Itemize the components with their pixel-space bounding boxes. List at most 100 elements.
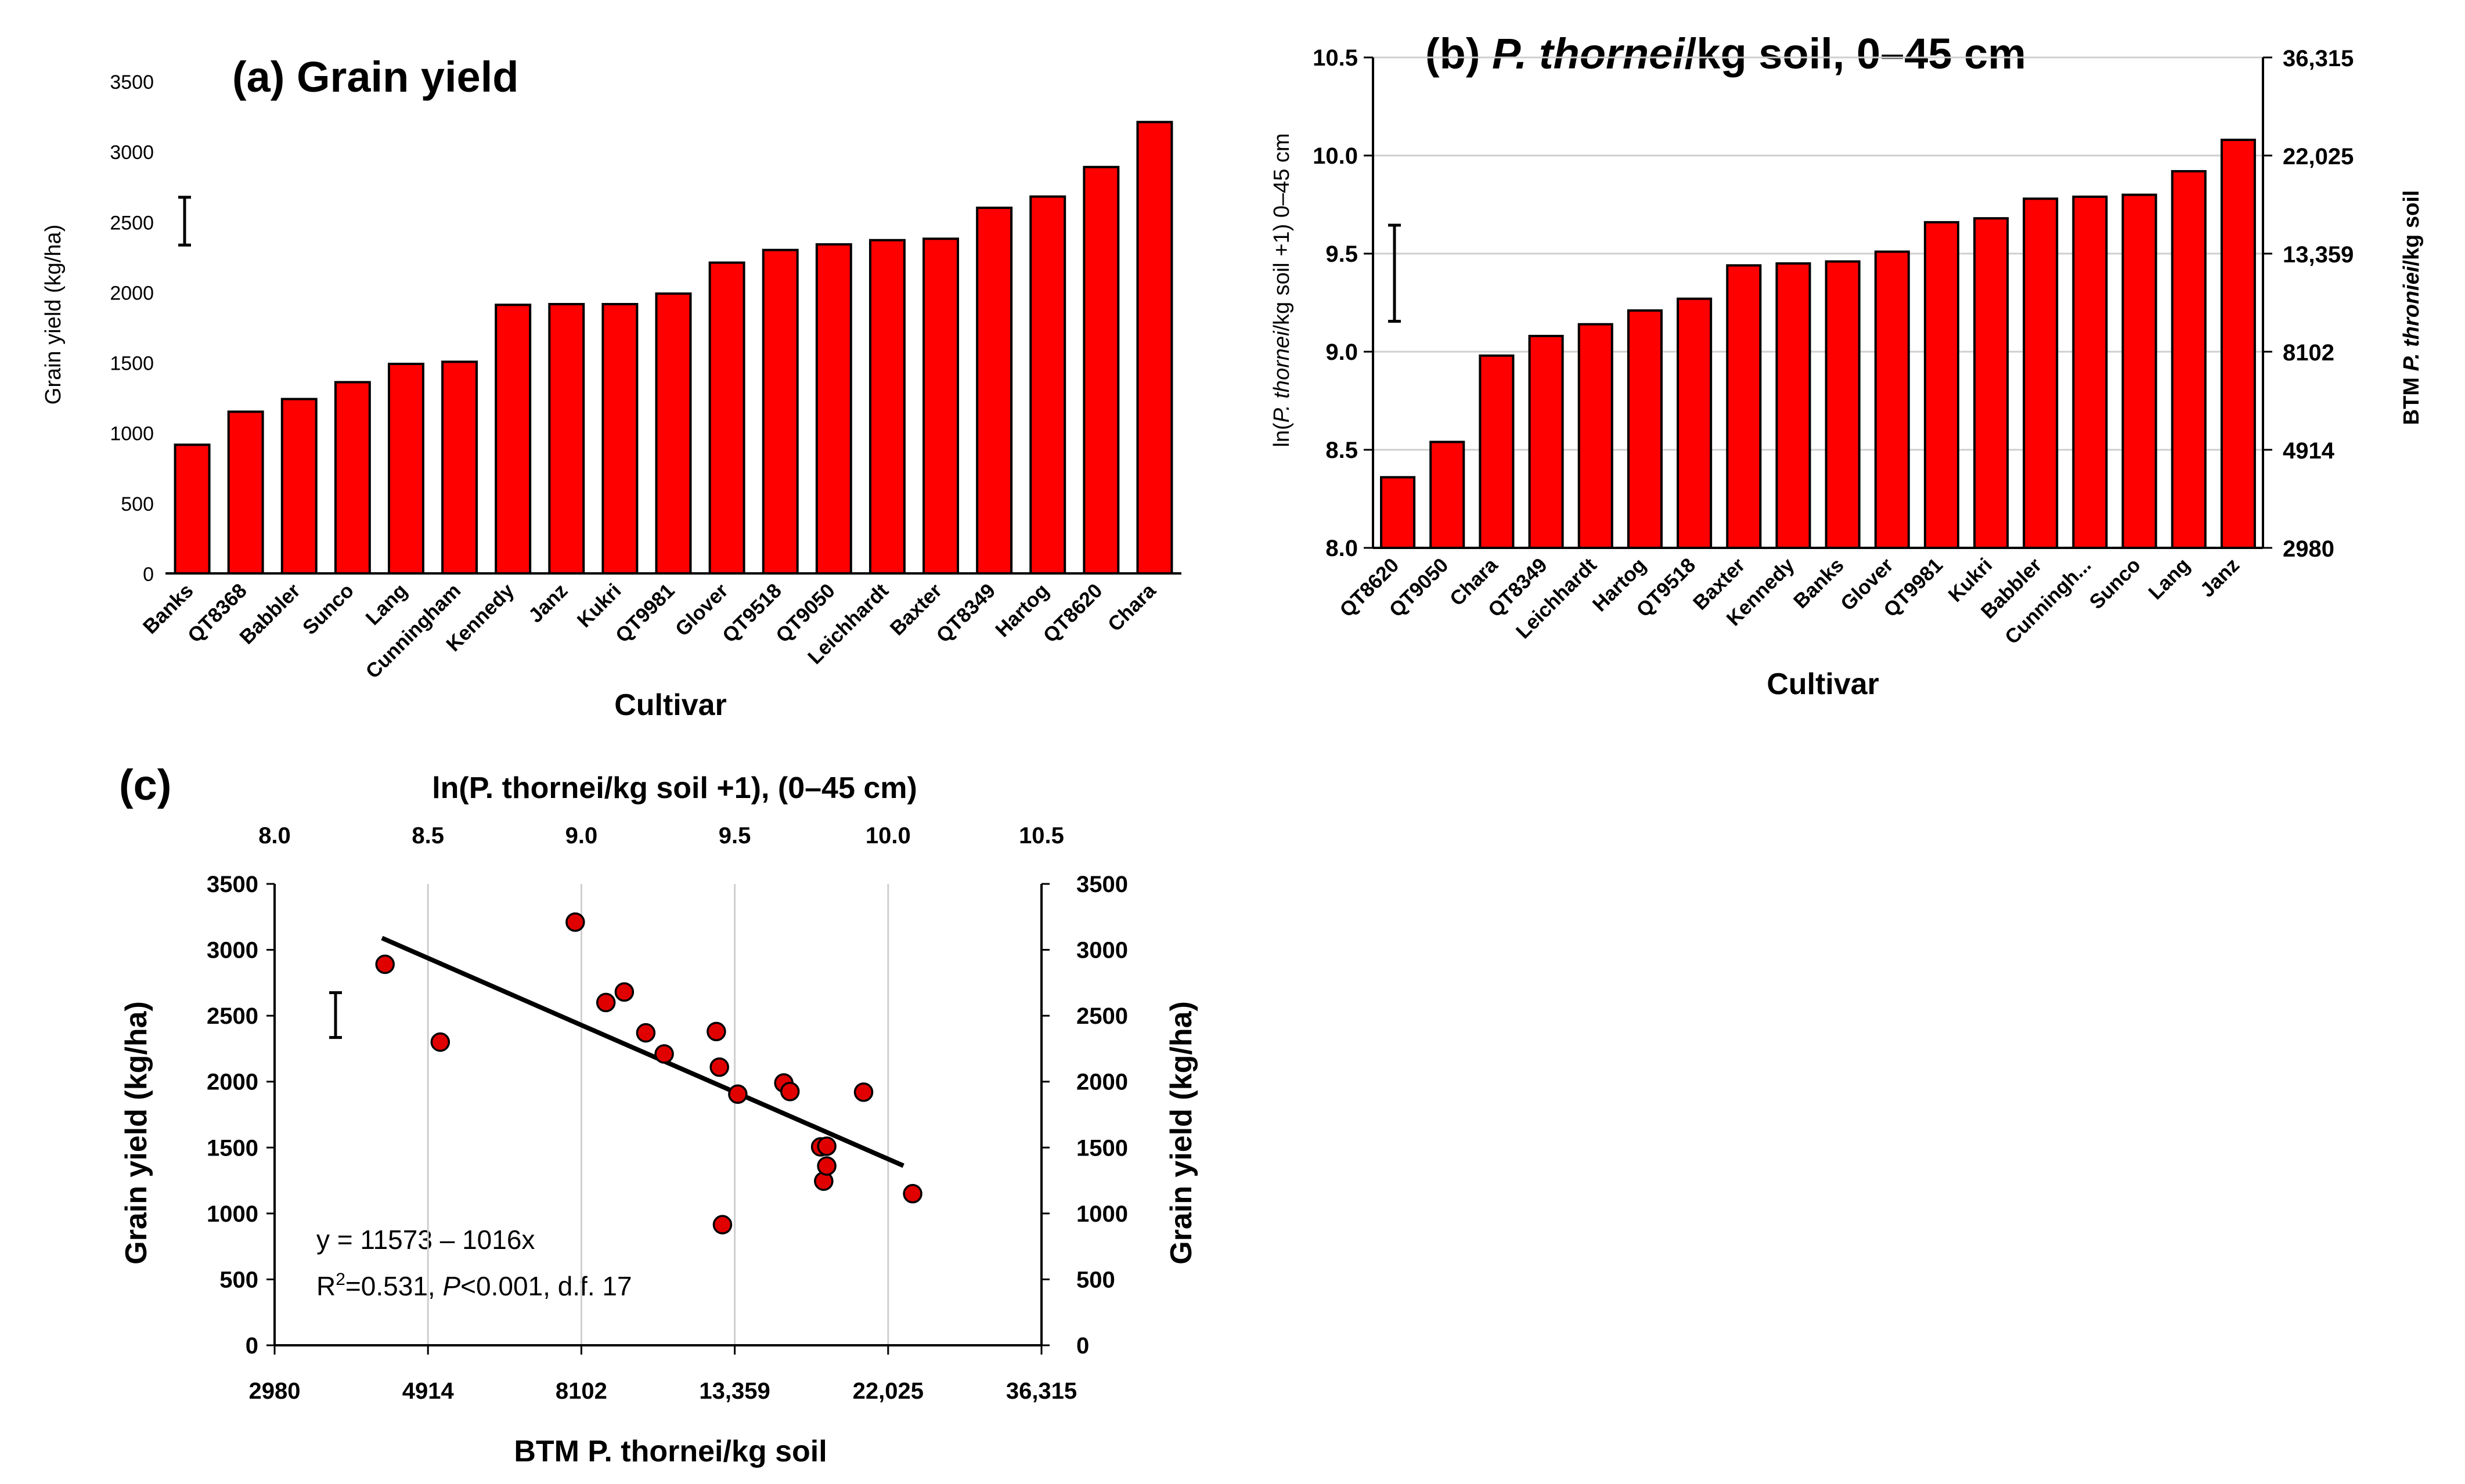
panel-c-y-tick: 1000 <box>207 1201 258 1227</box>
panel-a-category-label: QT8349 <box>932 579 1000 647</box>
panel-c-data-point <box>375 954 395 974</box>
regression-stats: R2=0.531, P<0.001, d.f. 17 <box>316 1270 632 1301</box>
panel-c-y-tick: 3500 <box>207 872 258 897</box>
regression-equation: y = 11573 – 1016x <box>316 1225 535 1255</box>
panel-b-bar <box>1577 323 1613 549</box>
panel-b-category-label: Sunco <box>2085 554 2145 613</box>
panel-a-title: (a) Grain yield <box>232 53 518 101</box>
panel-a-bar <box>1029 195 1066 575</box>
panel-a-bar <box>815 243 852 575</box>
panel-a-y-tick: 3000 <box>110 142 154 164</box>
panel-c-data-point <box>596 992 616 1013</box>
panel-b-y-right-tick: 13,359 <box>2283 242 2354 268</box>
panel-c-data-point <box>709 1057 729 1077</box>
panel-a-bar <box>227 410 264 575</box>
panel-c-top-x-tick: 10.5 <box>1019 823 1064 848</box>
panel-c-y-right-tick: 2000 <box>1076 1070 1128 1095</box>
panel-c-top-x-tick: 8.5 <box>412 823 444 848</box>
panel-c-data-point <box>430 1032 451 1052</box>
panel-b-bar <box>2023 197 2059 549</box>
panel-b-bar <box>1429 440 1465 549</box>
panel-c-data-point <box>614 982 635 1002</box>
panel-c-data-point <box>817 1156 837 1176</box>
panel-c-y-axis-left-title: Grain yield (kg/ha) <box>120 1001 153 1265</box>
panel-c-bottom-x-tick: 8102 <box>556 1378 607 1404</box>
panel-a-y-axis-title: Grain yield (kg/ha) <box>41 225 66 405</box>
panel-c-y-right-tick: 1000 <box>1076 1201 1128 1227</box>
panel-c-top-x-tick: 10.0 <box>866 823 911 848</box>
panel-a-bar <box>922 237 959 575</box>
panel-a-bar <box>280 398 318 575</box>
panel-c-data-point <box>780 1082 800 1102</box>
panel-c-y-tick: 500 <box>219 1267 258 1292</box>
panel-b-category-label: Lang <box>2144 554 2194 604</box>
panel-c-data-point <box>728 1084 748 1104</box>
panel-b-p-thornei: (b) P. thornei/kg soil, 0–45 cm Cultivar… <box>1270 30 2424 701</box>
panel-c-bottom-x-tick: 4914 <box>402 1378 455 1404</box>
regression-line <box>381 936 904 1168</box>
panel-b-bar <box>1479 354 1515 549</box>
panel-a-category-label: QT9518 <box>718 579 786 647</box>
panel-b-x-axis-title: Cultivar <box>1767 667 1879 701</box>
panel-a-bar <box>708 261 745 575</box>
panel-b-y-tick: 8.0 <box>1325 536 1358 561</box>
panel-b-category-label: Janz <box>2196 554 2244 602</box>
panel-a-bar <box>495 304 532 575</box>
panel-b-y-right-tick: 36,315 <box>2283 46 2354 71</box>
panel-b-bar <box>1380 476 1416 550</box>
panel-c-y-right-tick: 1500 <box>1076 1135 1128 1161</box>
panel-c-y-right-tick: 3000 <box>1076 938 1128 963</box>
panel-a-bar <box>762 248 799 575</box>
panel-b-bar <box>2220 138 2256 549</box>
panel-c-y-right-tick: 3500 <box>1076 872 1128 897</box>
panel-c-y-right-tick: 500 <box>1076 1267 1115 1292</box>
panel-c-y-right-tick: 2500 <box>1076 1003 1128 1029</box>
panel-c-bottom-x-tick: 22,025 <box>853 1378 924 1404</box>
panel-a-category-label: Babbler <box>235 579 305 649</box>
panel-c-data-point <box>817 1136 837 1156</box>
panel-c-top-x-tick: 9.5 <box>719 823 751 848</box>
panel-a-category-label: Sunco <box>298 579 358 639</box>
panel-b-y-tick: 8.5 <box>1325 438 1358 463</box>
panel-b-y-tick: 10.5 <box>1313 45 1358 71</box>
panel-b-y-axis-right-title: BTM P. throniei/kg soil <box>2399 190 2424 425</box>
panel-a-y-tick: 1000 <box>110 423 154 445</box>
panel-b-bar <box>1825 260 1861 549</box>
panel-c-y-tick: 3000 <box>207 938 258 963</box>
panel-b-y-right-tick: 4914 <box>2283 438 2335 464</box>
panel-a-bar <box>388 362 424 575</box>
panel-a-category-label: Janz <box>524 579 572 627</box>
panel-c-bottom-x-axis-title: BTM P. thornei/kg soil <box>514 1435 827 1468</box>
panel-c-y-tick: 2500 <box>207 1003 258 1029</box>
panel-c-top-x-axis-title: ln(P. thornei/kg soil +1), (0–45 cm) <box>432 771 917 805</box>
panel-a-bar <box>601 303 639 575</box>
panel-b-bar <box>1627 309 1663 550</box>
panel-a-bar <box>548 303 585 575</box>
panel-a-bar <box>334 381 371 575</box>
panel-a-y-tick: 2000 <box>110 282 154 304</box>
panel-b-bar <box>2121 193 2157 550</box>
panel-a-x-axis-title: Cultivar <box>614 688 727 722</box>
panel-a-bar <box>976 207 1013 575</box>
panel-b-bar <box>1923 221 1959 550</box>
panel-c-data-point <box>636 1023 656 1043</box>
panel-c-scatter: (c) ln(P. thornei/kg soil +1), (0–45 cm)… <box>119 761 1198 1468</box>
panel-b-bar <box>1677 297 1713 549</box>
panel-a-category-label: QT8620 <box>1039 579 1107 647</box>
panel-b-y-axis-left-title: ln(P. thornei/kg soil +1) 0–45 cm <box>1270 133 1294 447</box>
panel-c-label: (c) <box>119 761 171 809</box>
panel-c-data-point <box>853 1082 874 1102</box>
panel-b-y-right-tick: 8102 <box>2283 340 2334 366</box>
panel-b-bar <box>1775 262 1811 549</box>
panel-a-bar <box>441 360 478 575</box>
panel-b-y-right-tick: 22,025 <box>2283 144 2354 169</box>
panel-a-y-tick: 500 <box>121 493 154 515</box>
panel-c-y-tick: 2000 <box>207 1070 258 1095</box>
panel-c-data-point <box>712 1215 733 1234</box>
panel-b-bar <box>2072 195 2108 550</box>
panel-c-bottom-x-tick: 36,315 <box>1006 1378 1077 1404</box>
panel-c-top-x-tick: 8.0 <box>258 823 291 848</box>
panel-a-bar <box>655 292 692 575</box>
panel-b-title: (b) P. thornei/kg soil, 0–45 cm <box>1425 30 2026 78</box>
